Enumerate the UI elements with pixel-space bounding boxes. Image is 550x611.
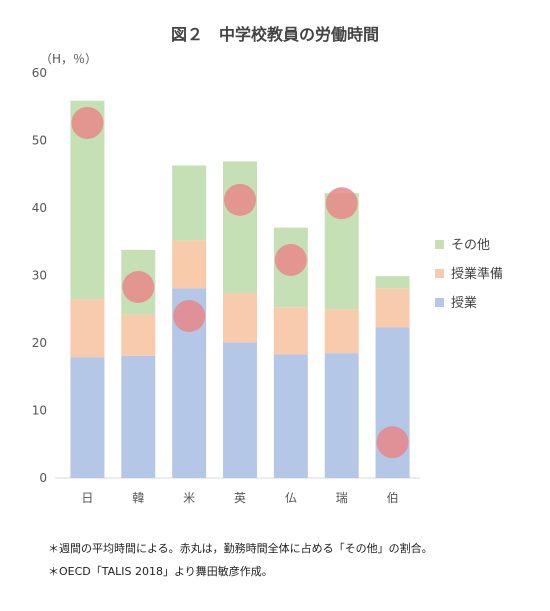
share-marker: [224, 183, 256, 216]
share-marker: [173, 300, 206, 332]
bar-segment: [324, 309, 359, 354]
bar-segment: [223, 161, 257, 294]
legend-label: 授業準備: [451, 266, 503, 282]
bar-segment: [121, 355, 156, 478]
bar-segment: [121, 314, 156, 356]
note-line-2: ＊OECD「TALIS 2018」より舞田敏彦作成。: [48, 565, 273, 578]
unit-label: （H，％）: [40, 52, 97, 66]
y-tick-label: 20: [32, 336, 47, 350]
share-marker: [376, 426, 409, 459]
legend-swatch: [435, 240, 444, 249]
x-tick-label: 伯: [387, 490, 399, 505]
chart-title: 図２ 中学校教員の労働時間: [171, 25, 379, 44]
bar-segment: [70, 357, 105, 478]
bar-segment: [375, 276, 410, 289]
y-axis: 0 10 20 30 40 50 60: [32, 66, 47, 485]
bar-segment: [273, 354, 308, 478]
y-tick-label: 10: [32, 404, 47, 418]
x-tick-label: 英: [234, 491, 246, 505]
y-tick-label: 0: [39, 471, 47, 485]
share-marker: [274, 243, 307, 276]
y-tick-label: 40: [32, 201, 47, 215]
x-tick-label: 米: [183, 491, 195, 505]
bar-segment: [375, 288, 410, 328]
legend-swatch: [435, 269, 444, 278]
legend-label: 授業: [451, 295, 477, 311]
share-marker: [122, 270, 155, 303]
x-tick-label: 仏: [285, 491, 297, 505]
x-axis: 日韓米英仏瑞伯: [81, 490, 398, 505]
y-tick-label: 60: [32, 66, 47, 80]
x-tick-label: 日: [81, 491, 93, 505]
y-tick-label: 30: [32, 269, 47, 283]
x-tick-label: 瑞: [336, 491, 348, 505]
y-tick-label: 50: [32, 134, 47, 148]
share-marker: [325, 187, 358, 220]
x-tick-label: 韓: [132, 491, 144, 505]
bar-segment: [324, 353, 359, 478]
legend-label: その他: [451, 238, 490, 253]
bars: [70, 100, 410, 478]
share-markers: [71, 106, 409, 459]
bar-segment: [172, 165, 207, 241]
legend-swatch: [435, 298, 444, 307]
bar-segment: [223, 293, 257, 343]
bar-segment: [70, 299, 105, 358]
bar-segment: [223, 342, 257, 478]
share-marker: [71, 106, 104, 139]
note-line-1: ＊週間の平均時間による。赤丸は，勤務時間全体に占める「その他」の割合。: [48, 542, 433, 555]
bar-segment: [273, 307, 308, 355]
bar-segment: [172, 240, 207, 289]
